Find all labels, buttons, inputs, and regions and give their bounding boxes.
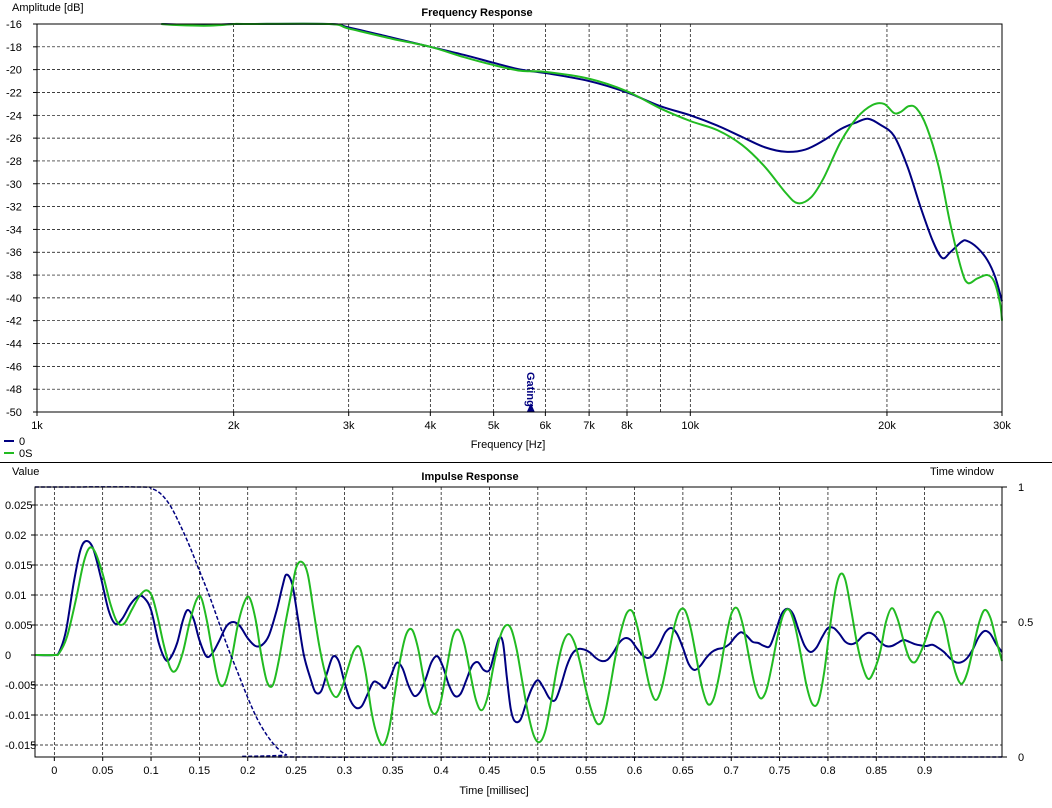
fr-y-tick-labels: -16 -18 -20 -22 -24 -26 -28 -30 -32 -34 -36 -38 -40 -… — [6, 19, 37, 419]
ir-y-tick-label: 0.02 — [5, 530, 26, 542]
ir-chart-title: Impulse Response — [421, 471, 518, 483]
ir-y-tick-label: 0.025 — [5, 500, 33, 512]
ir-x-tick-label: 0.2 — [240, 765, 255, 777]
ir-x-tick-label: 0.85 — [866, 765, 887, 777]
gating-marker-label: Gating — [524, 372, 536, 407]
fr-x-tick-label: 2k — [228, 420, 240, 432]
fr-x-tick-label: 6k — [540, 420, 552, 432]
ir-x-tick-label: 0.6 — [627, 765, 642, 777]
fr-y-tick-label: -38 — [6, 270, 22, 282]
ir-x-tick-label: 0.15 — [189, 765, 210, 777]
ir-x-tick-label: 0.45 — [479, 765, 500, 777]
ir-x-tick-label: 0.5 — [530, 765, 545, 777]
ir-x-tick-label: 0.35 — [382, 765, 403, 777]
legend-label: 0 — [19, 436, 25, 448]
ir-series-line-zero-s — [34, 546, 1003, 747]
fr-x-tick-label: 10k — [681, 420, 699, 432]
ir-x-tick-label: 0.7 — [724, 765, 739, 777]
ir-y2-axis-label: Time window — [930, 466, 994, 478]
fr-x-tick-label: 8k — [621, 420, 633, 432]
ir-y-tick-label: 0.005 — [5, 620, 33, 632]
fr-y-tick-label: -48 — [6, 384, 22, 396]
fr-y-tick-label: -46 — [6, 361, 22, 373]
ir-x-tick-label: 0.3 — [337, 765, 352, 777]
fr-x-tick-label: 20k — [878, 420, 896, 432]
fr-y-tick-label: -34 — [6, 224, 22, 236]
ir-y2-tick-label: 0 — [1018, 752, 1024, 764]
fr-plot-frame — [36, 23, 1003, 413]
fr-y-tick-label: -22 — [6, 87, 22, 99]
legend-label: 0S — [19, 448, 32, 460]
fr-series-line-zero — [161, 22, 1003, 302]
fr-x-axis-label: Frequency [Hz] — [471, 439, 546, 451]
fr-x-tick-label: 30k — [993, 420, 1011, 432]
fr-legend: 00S — [4, 436, 32, 460]
ir-x-tick-label: 0.9 — [917, 765, 932, 777]
fr-x-tick-labels: 1k 2k 3k 4k 5k 6k 7k 8k 10k 20k 30k — [31, 412, 1011, 432]
ir-x-tick-label: 0.05 — [92, 765, 113, 777]
fr-x-tick-label: 5k — [488, 420, 500, 432]
fr-y-tick-label: -26 — [6, 133, 22, 145]
ir-y-tick-label: 0.015 — [5, 560, 33, 572]
fr-grid — [36, 23, 1003, 413]
ir-x-tick-label: 0.65 — [672, 765, 693, 777]
panel-separator — [0, 462, 1052, 463]
ir-x-tick-labels: 0 0.05 0.1 0.15 0.2 0.25 0.3 0.35 0.4 0.45 0.5 0.55… — [51, 757, 932, 777]
fr-y-tick-label: -30 — [6, 179, 22, 191]
ir-plot-frame — [34, 486, 1003, 758]
frequency-response-chart: Amplitude [dB] Frequency Response Gating… — [4, 2, 1011, 460]
ir-y-tick-label: 0.01 — [5, 590, 26, 602]
fr-y-tick-label: -42 — [6, 316, 22, 328]
ir-time-window-line — [34, 486, 1003, 758]
fr-y-tick-label: -50 — [6, 407, 22, 419]
fr-y-tick-label: -32 — [6, 202, 22, 214]
ir-y2-tick-label: 1 — [1018, 482, 1024, 494]
ir-x-tick-label: 0.75 — [769, 765, 790, 777]
ir-x-tick-label: 0.55 — [575, 765, 596, 777]
fr-y-tick-label: -40 — [6, 293, 22, 305]
ir-y-tick-label: -0.015 — [5, 740, 36, 752]
ir-y-axis-label: Value — [12, 466, 39, 478]
fr-y-tick-label: -24 — [6, 110, 22, 122]
fr-series-lines — [161, 22, 1003, 321]
fr-y-tick-label: -20 — [6, 65, 22, 77]
fr-y-tick-label: -44 — [6, 339, 22, 351]
fr-x-tick-label: 7k — [583, 420, 595, 432]
fr-x-tick-label: 1k — [31, 420, 43, 432]
impulse-response-chart: Value Impulse Response Time window 0.025… — [5, 466, 1033, 797]
fr-y-tick-label: -28 — [6, 156, 22, 168]
ir-x-tick-label: 0.8 — [820, 765, 835, 777]
fr-chart-title: Frequency Response — [421, 7, 532, 19]
ir-y2-tick-labels: 10.50 — [1002, 482, 1033, 764]
ir-x-tick-label: 0.25 — [285, 765, 306, 777]
fr-y-axis-label: Amplitude [dB] — [12, 2, 84, 14]
fr-series-line-zero-s — [161, 22, 1003, 321]
ir-y-tick-label: 0 — [5, 650, 11, 662]
fr-y-tick-label: -16 — [6, 19, 22, 31]
ir-y-tick-label: -0.01 — [5, 710, 30, 722]
ir-x-tick-label: 0.1 — [143, 765, 158, 777]
gating-marker-arrow — [526, 403, 535, 412]
ir-x-tick-label: 0.4 — [433, 765, 448, 777]
ir-x-tick-label: 0 — [51, 765, 57, 777]
ir-series-lines — [34, 486, 1003, 758]
gating-marker[interactable]: Gating — [524, 372, 536, 412]
ir-y-tick-labels: 0.025 0.02 0.015 0.01 0.005 0 -0.005 -0.01 -0.01… — [5, 500, 36, 752]
fr-x-tick-label: 4k — [425, 420, 437, 432]
ir-grid — [35, 487, 1002, 757]
ir-series-line-zero — [34, 539, 1003, 724]
ir-x-axis-label: Time [millisec] — [459, 785, 528, 797]
ir-y-tick-label: -0.005 — [5, 680, 36, 692]
fr-y-tick-label: -18 — [6, 42, 22, 54]
fr-x-tick-label: 3k — [343, 420, 355, 432]
ir-y2-tick-label: 0.5 — [1018, 617, 1033, 629]
fr-y-tick-label: -36 — [6, 247, 22, 259]
